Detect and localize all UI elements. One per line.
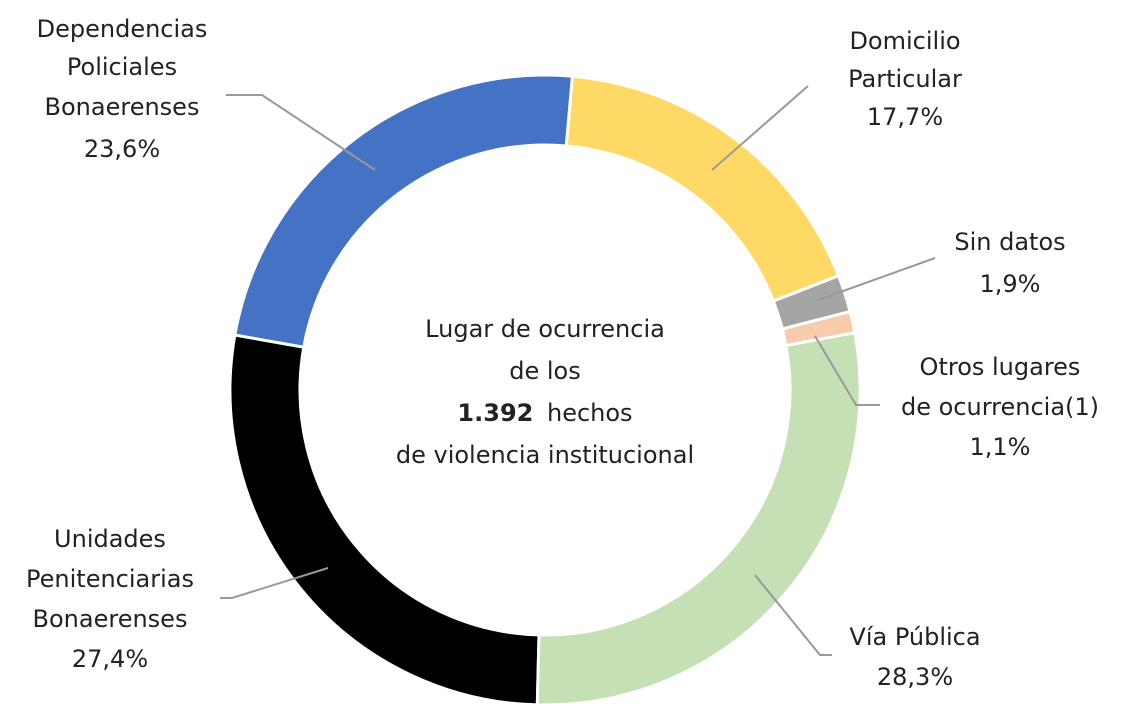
category-label: Penitenciarias (26, 565, 194, 593)
category-label: Otros lugares (920, 353, 1081, 381)
value-label: 1,9% (980, 270, 1041, 298)
center-text: Lugar de ocurrencia (425, 315, 665, 343)
category-label: Particular (848, 65, 962, 93)
category-label: Unidades (54, 525, 166, 553)
leader-line (814, 335, 880, 406)
donut-segment (228, 333, 541, 706)
category-label: de ocurrencia(1) (901, 393, 1099, 421)
category-label: Bonaerenses (45, 93, 200, 121)
leader-line (220, 567, 329, 599)
category-label: Vía Pública (849, 623, 980, 651)
value-label: 23,6% (84, 135, 160, 163)
leader-line (754, 574, 832, 656)
center-text: de los (509, 357, 580, 385)
category-label: Domicilio (849, 27, 960, 55)
donut-segment (564, 74, 841, 304)
center-text: de violencia institucional (396, 441, 694, 469)
value-label: 27,4% (72, 645, 148, 673)
value-label: 17,7% (867, 103, 943, 131)
donut-segment (233, 73, 575, 350)
category-label: Sin datos (954, 228, 1065, 256)
leader-line (711, 85, 809, 171)
category-label: Bonaerenses (33, 605, 188, 633)
donut-segment (535, 330, 862, 706)
category-label: Policiales (67, 53, 177, 81)
value-label: 1,1% (970, 433, 1031, 461)
center-total: 1.392 hechos (457, 399, 632, 427)
category-label: Dependencias (37, 15, 208, 43)
donut-segment (771, 273, 852, 331)
center-total-suffix: hechos (547, 399, 633, 427)
value-label: 28,3% (877, 663, 953, 691)
leader-line (817, 257, 936, 301)
leader-line (226, 94, 376, 171)
center-total-number: 1.392 (457, 399, 533, 427)
